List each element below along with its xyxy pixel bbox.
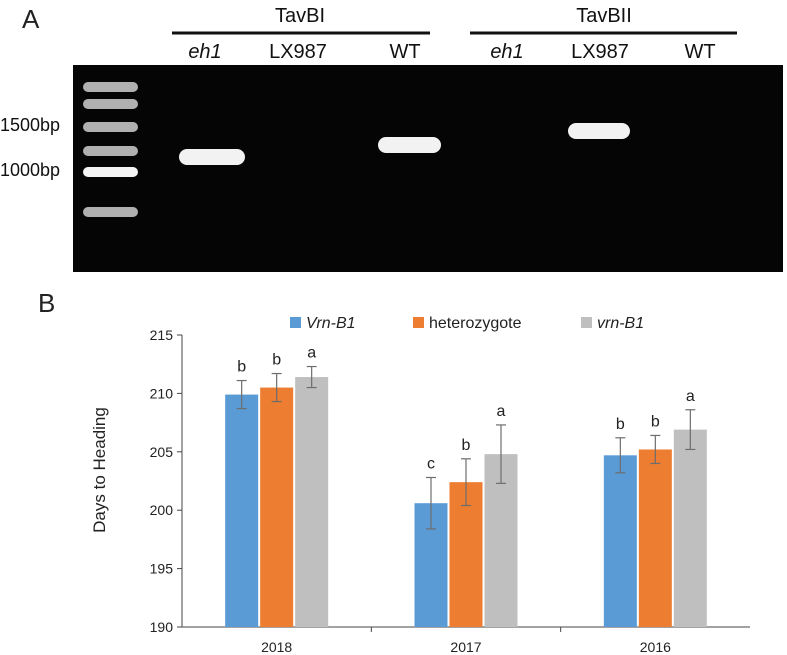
marker-label-1000bp: 1000bp — [0, 160, 60, 180]
legend-label: vrn-B1 — [597, 315, 644, 332]
significance-letter: b — [237, 359, 246, 376]
significance-letter: a — [497, 403, 506, 420]
y-tick-label: 205 — [150, 444, 174, 460]
bar-heterozygote-2018 — [260, 387, 294, 627]
ladder-band — [83, 99, 138, 109]
y-tick-label: 190 — [150, 619, 174, 635]
lane-label-1-0: eh1 — [490, 41, 523, 63]
x-tick-label: 2017 — [450, 639, 481, 655]
lane-label-0-2: WT — [389, 41, 420, 63]
lane-label-0-1: LX987 — [269, 41, 327, 63]
bar-vrn-B1-2018 — [295, 377, 329, 627]
y-tick-label: 200 — [150, 502, 174, 518]
chart-bars: b b a c b a b b a — [225, 345, 707, 627]
significance-letter: b — [462, 437, 471, 454]
significance-letter: b — [616, 416, 625, 433]
significance-letter: c — [427, 455, 435, 472]
gel-image — [73, 65, 783, 272]
ladder-band — [83, 207, 138, 217]
legend-swatch — [290, 317, 301, 328]
gel-bands — [83, 82, 630, 217]
legend-label: heterozygote — [429, 315, 522, 332]
panel-a-label: A — [22, 4, 40, 34]
group-label-tavbii: TavBII — [576, 5, 632, 27]
bar-heterozygote-2017 — [449, 482, 483, 627]
x-tick-label: 2018 — [261, 639, 292, 655]
ladder-band — [83, 82, 138, 92]
lane-label-1-2: WT — [684, 41, 715, 63]
marker-label-1500bp: 1500bp — [0, 115, 60, 135]
lane-label-0-0: eh1 — [188, 41, 221, 63]
x-tick-label: 2016 — [640, 639, 671, 655]
lane-label-1-1: LX987 — [571, 41, 629, 63]
y-tick-label: 215 — [150, 327, 174, 343]
legend-swatch — [581, 317, 592, 328]
significance-letter: a — [686, 388, 695, 405]
legend-swatch — [413, 317, 424, 328]
gel-band-0-2 — [378, 137, 441, 153]
significance-letter: b — [651, 413, 660, 430]
panel-b-label: B — [38, 288, 55, 318]
group-label-tavbi: TavBI — [275, 5, 325, 27]
significance-letter: a — [307, 345, 316, 362]
ladder-band — [83, 146, 138, 156]
significance-letter: b — [272, 352, 281, 369]
bar-vrn-B1-2016 — [673, 429, 707, 627]
bar-heterozygote-2016 — [638, 449, 672, 627]
lane-labels: eh1 LX987 WT eh1 LX987 WT — [188, 41, 715, 63]
ladder-band — [83, 122, 138, 132]
gel-band-0-0 — [179, 149, 245, 165]
chart-legend: Vrn-B1 heterozygote vrn-B1 — [290, 315, 644, 332]
gel-band-1-1 — [568, 123, 630, 139]
bar-Vrn-B1-2018 — [225, 394, 259, 627]
y-axis-label: Days to Heading — [90, 407, 109, 533]
bar-Vrn-B1-2016 — [603, 455, 637, 627]
ladder-band — [83, 167, 138, 177]
y-tick-label: 195 — [150, 561, 174, 577]
legend-label: Vrn-B1 — [306, 315, 356, 332]
y-tick-label: 210 — [150, 385, 174, 401]
